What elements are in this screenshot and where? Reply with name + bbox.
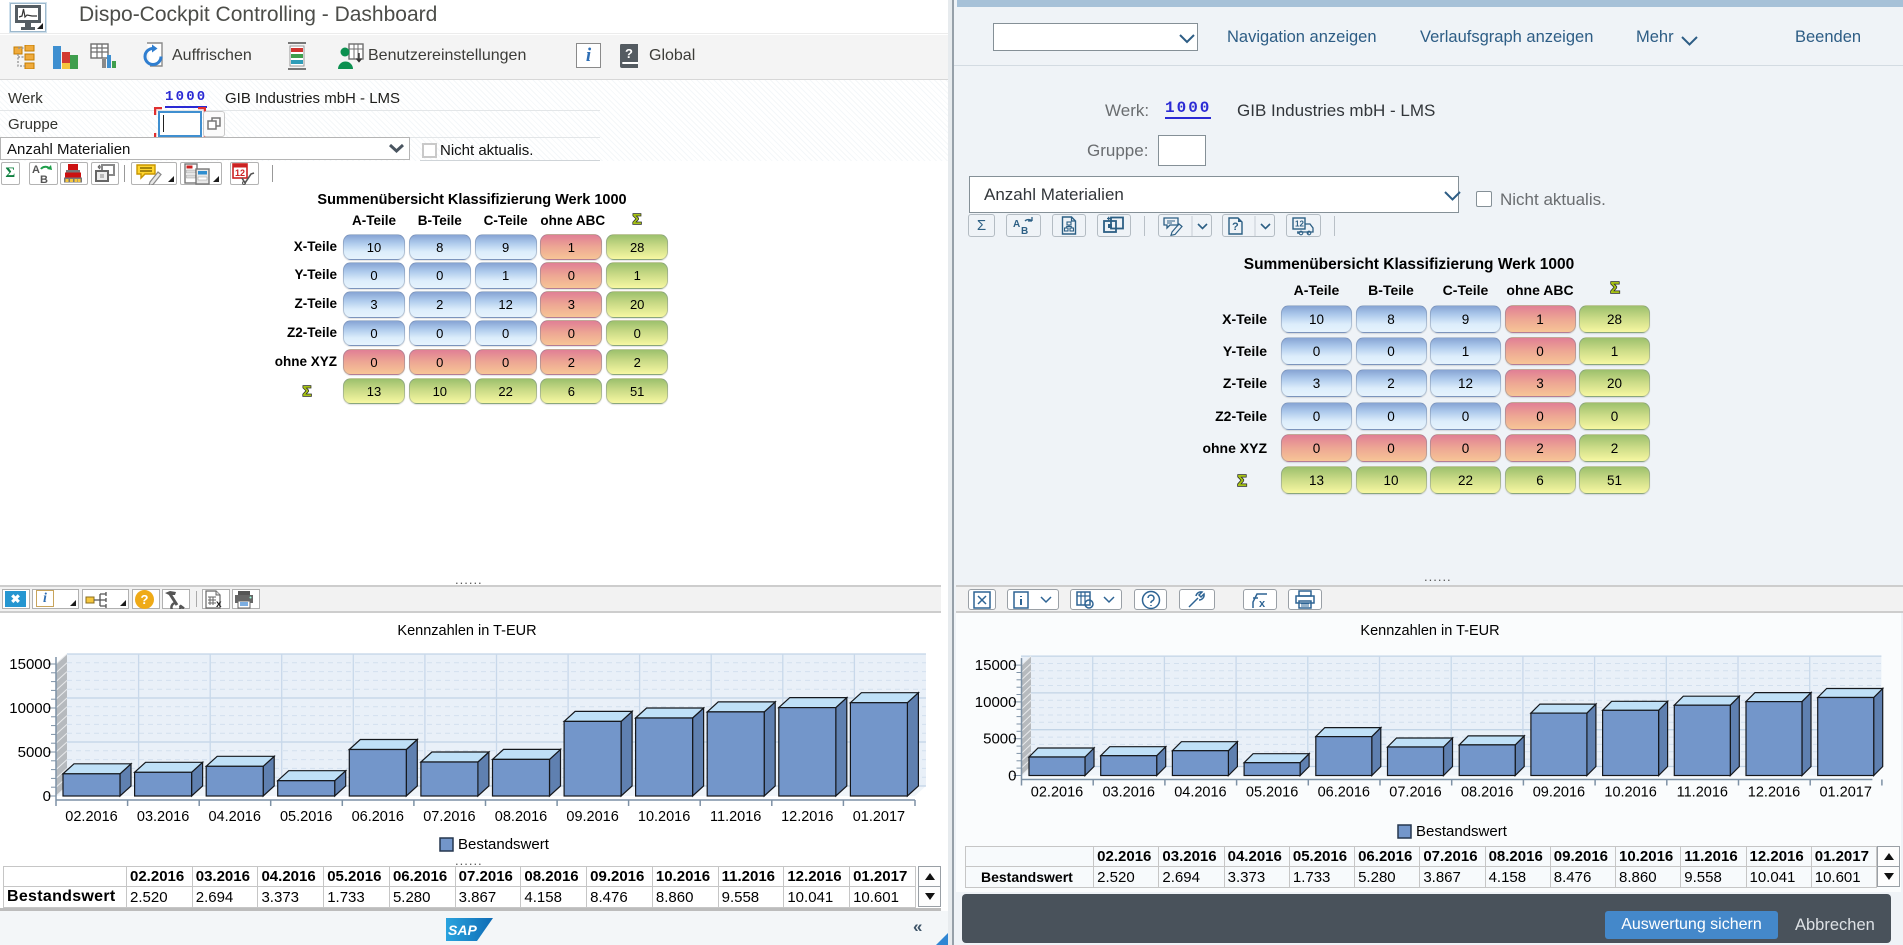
svg-text:08.2016: 08.2016 bbox=[1461, 785, 1513, 801]
svg-text:03.2016: 03.2016 bbox=[137, 809, 189, 825]
svg-text:11.2016: 11.2016 bbox=[710, 809, 761, 825]
svg-text:10000: 10000 bbox=[9, 700, 51, 717]
svg-text:Σ: Σ bbox=[302, 383, 311, 400]
svg-text:0: 0 bbox=[43, 788, 51, 805]
svg-text:5000: 5000 bbox=[18, 744, 51, 761]
svg-text:09.2016: 09.2016 bbox=[566, 809, 618, 825]
svg-text:10.2016: 10.2016 bbox=[638, 809, 690, 825]
svg-text:5000: 5000 bbox=[983, 731, 1016, 748]
svg-text:10.2016: 10.2016 bbox=[1604, 785, 1656, 801]
svg-text:SAP: SAP bbox=[448, 922, 477, 938]
svg-text:15000: 15000 bbox=[975, 657, 1017, 674]
svg-text:12.2016: 12.2016 bbox=[781, 809, 833, 825]
svg-text:06.2016: 06.2016 bbox=[1318, 785, 1370, 801]
svg-text:A: A bbox=[1013, 219, 1020, 230]
svg-text:09.2016: 09.2016 bbox=[1533, 785, 1585, 801]
svg-text:10000: 10000 bbox=[975, 694, 1017, 711]
svg-text:06.2016: 06.2016 bbox=[352, 809, 404, 825]
svg-text:12: 12 bbox=[235, 168, 245, 178]
svg-text:07.2016: 07.2016 bbox=[1389, 785, 1441, 801]
svg-text:05.2016: 05.2016 bbox=[1246, 785, 1298, 801]
svg-text:?: ? bbox=[1232, 221, 1239, 233]
svg-text:Kennzahlen in T-EUR: Kennzahlen in T-EUR bbox=[397, 623, 536, 639]
svg-text:05.2016: 05.2016 bbox=[280, 809, 332, 825]
svg-text:02.2016: 02.2016 bbox=[65, 809, 117, 825]
svg-text:x: x bbox=[216, 599, 222, 609]
svg-text:Bestandswert: Bestandswert bbox=[1416, 823, 1508, 840]
svg-text:04.2016: 04.2016 bbox=[1174, 785, 1226, 801]
svg-text:A: A bbox=[32, 164, 40, 176]
svg-text:Σ: Σ bbox=[1610, 280, 1620, 296]
svg-text:02.2016: 02.2016 bbox=[1031, 785, 1083, 801]
svg-text:x: x bbox=[1259, 598, 1266, 610]
svg-text:07.2016: 07.2016 bbox=[423, 809, 475, 825]
svg-text:08.2016: 08.2016 bbox=[495, 809, 547, 825]
svg-text:B: B bbox=[1021, 226, 1028, 235]
svg-text:Bestandswert: Bestandswert bbox=[458, 836, 550, 853]
svg-text:03.2016: 03.2016 bbox=[1102, 785, 1154, 801]
svg-text:01.2017: 01.2017 bbox=[1819, 785, 1871, 801]
svg-text:Σ: Σ bbox=[1237, 473, 1247, 490]
svg-text:B: B bbox=[40, 174, 48, 184]
svg-text:11.2016: 11.2016 bbox=[1677, 785, 1728, 801]
svg-text:01.2017: 01.2017 bbox=[853, 809, 905, 825]
svg-text:12.2016: 12.2016 bbox=[1748, 785, 1800, 801]
svg-text:15000: 15000 bbox=[9, 656, 51, 673]
svg-text:?: ? bbox=[625, 46, 633, 61]
svg-text:Kennzahlen in T-EUR: Kennzahlen in T-EUR bbox=[1360, 623, 1499, 639]
svg-text:04.2016: 04.2016 bbox=[208, 809, 260, 825]
svg-text:12: 12 bbox=[1295, 219, 1304, 228]
svg-text:Σ: Σ bbox=[633, 211, 642, 227]
svg-text:0: 0 bbox=[1008, 768, 1016, 785]
